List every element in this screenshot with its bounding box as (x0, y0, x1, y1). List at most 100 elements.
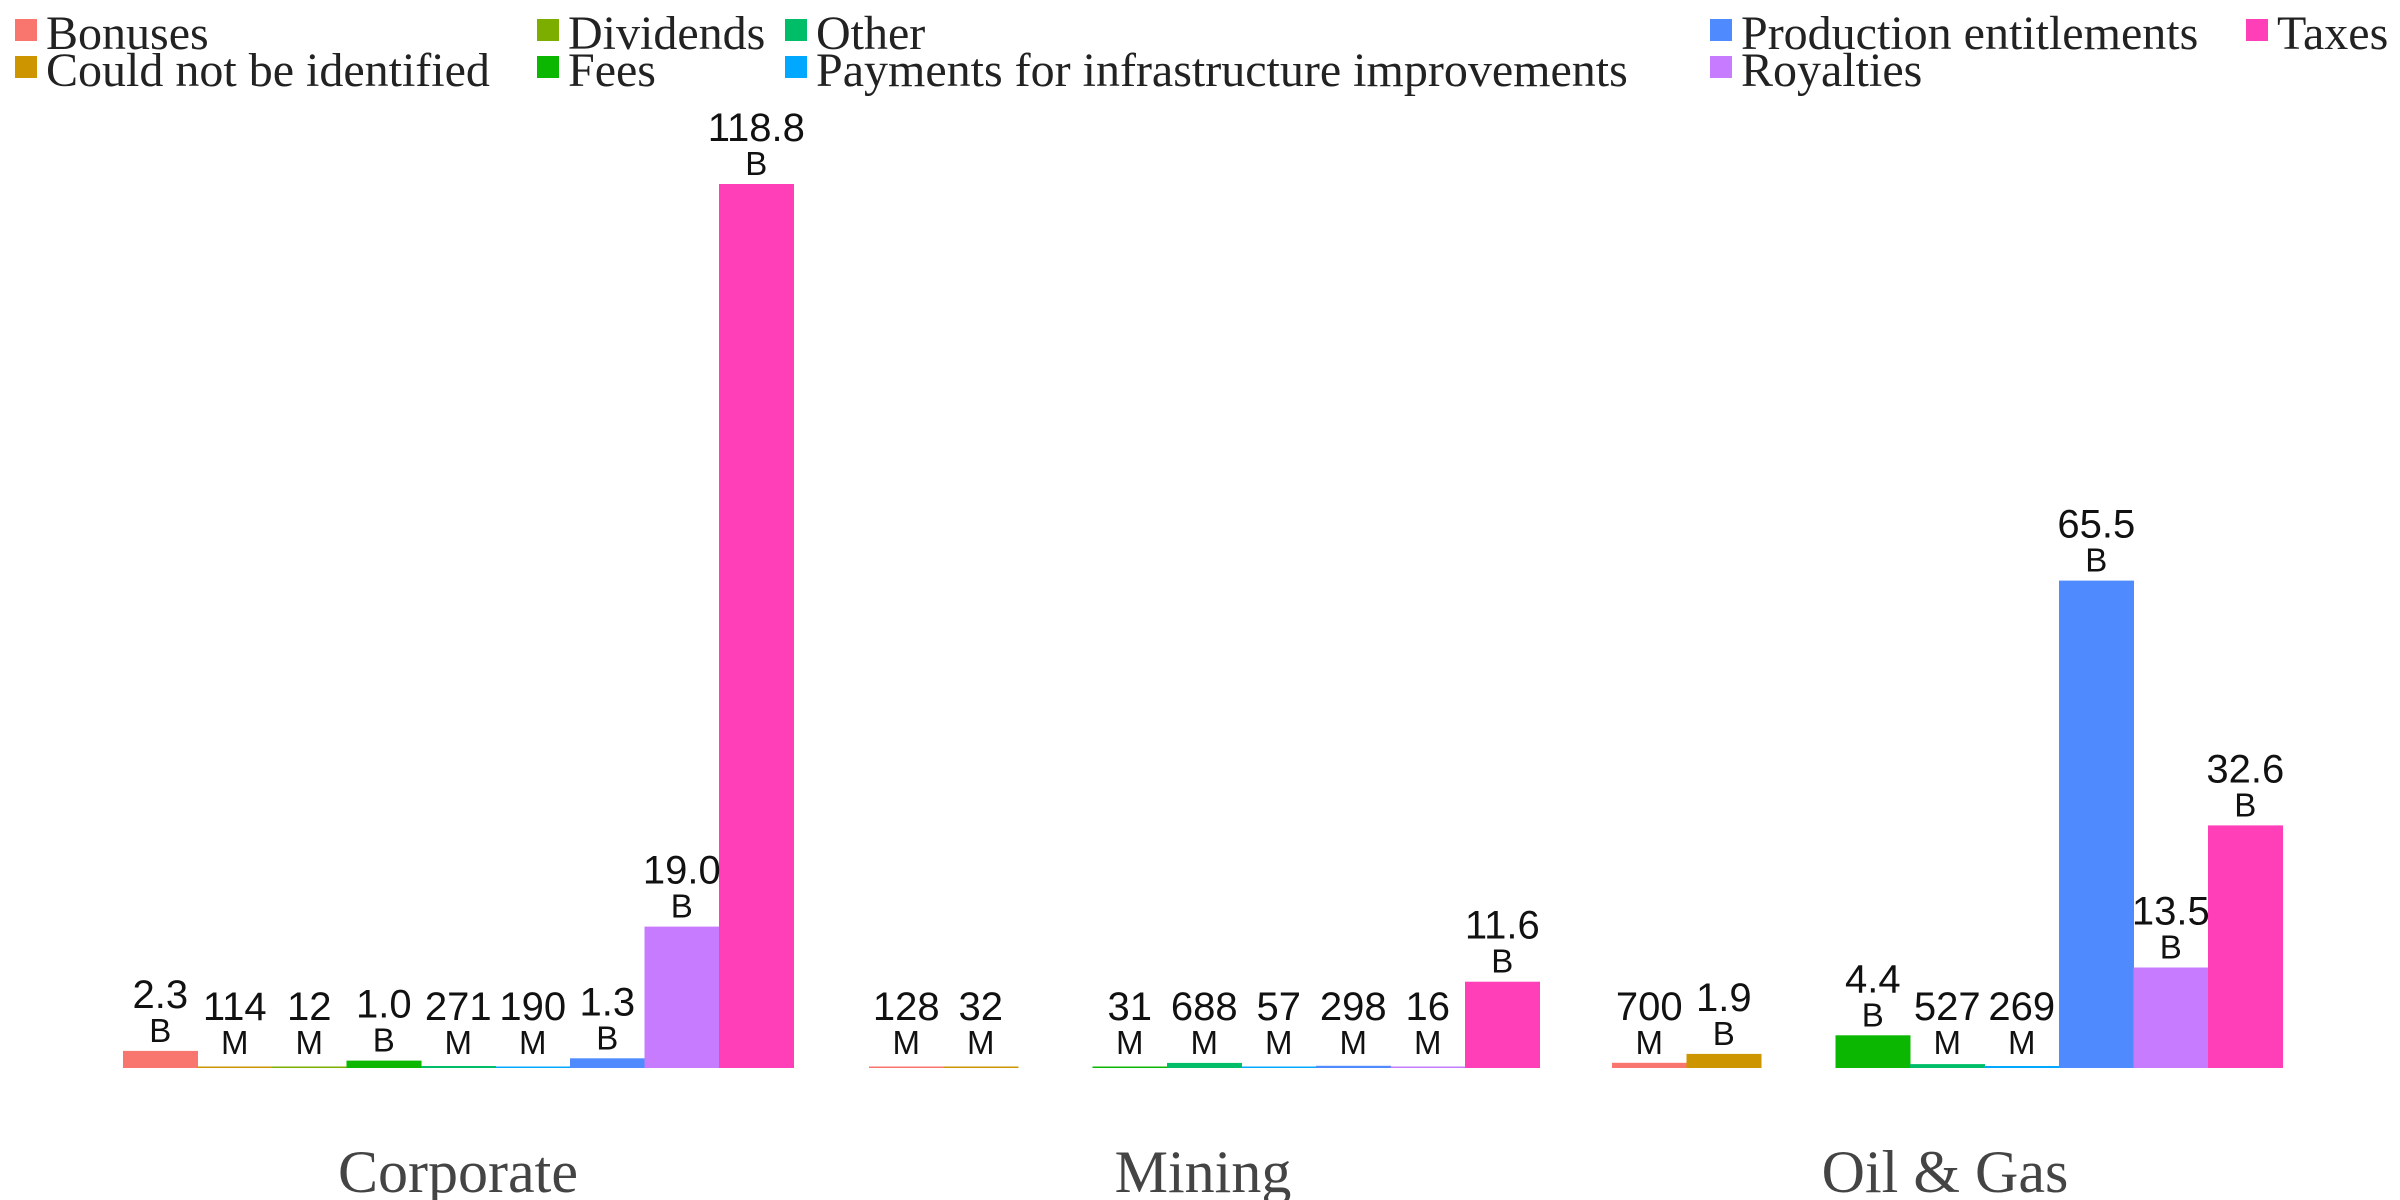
bar-corporate-payments-for-infrastructure-improvements (495, 1066, 571, 1068)
data-label-unit-corporate-production-entitlements: B (596, 1019, 618, 1056)
legend-item-production-entitlements: Production entitlements (1710, 7, 2198, 60)
legend-label-bonuses: Bonuses (46, 7, 209, 60)
data-label-corporate-bonuses: 2.3 (132, 973, 188, 1017)
data-label-corporate-royalties: 19.0 (643, 849, 721, 893)
bar-mining-could-not-be-identified (943, 1066, 1019, 1068)
data-label-unit-mining-could-not-be-identified: M (967, 1024, 995, 1061)
bar-oil-and-gas-bonuses (1612, 1062, 1687, 1068)
data-label-corporate-production-entitlements: 1.3 (579, 980, 635, 1024)
legend-item-could-not-be-identified: Could not be identified (15, 44, 490, 97)
data-label-unit-mining-royalties: M (1414, 1024, 1442, 1061)
data-label-unit-corporate-fees: B (373, 1022, 395, 1059)
category-axis: Corporate Mining Oil & Gas (338, 1139, 2068, 1200)
data-label-unit-corporate-taxes: B (745, 145, 767, 182)
bar-corporate-fees (346, 1060, 422, 1068)
data-label-unit-oil-and-gas-royalties: B (2160, 929, 2182, 966)
bars (123, 184, 2283, 1068)
data-label-unit-mining-production-entitlements: M (1340, 1024, 1368, 1061)
data-label-mining-taxes: 11.6 (1465, 904, 1540, 948)
bar-mining-royalties (1390, 1066, 1466, 1068)
data-label-unit-oil-and-gas-production-entitlements: B (2085, 542, 2107, 579)
bar-mining-production-entitlements (1316, 1065, 1391, 1068)
bar-mining-fees (1092, 1066, 1168, 1068)
data-label-unit-oil-and-gas-taxes: B (2234, 786, 2256, 823)
bar-corporate-could-not-be-identified (197, 1066, 273, 1068)
data-label-unit-oil-and-gas-other: M (1934, 1024, 1962, 1061)
legend-swatch-production-entitlements (1710, 19, 1732, 41)
data-label-unit-mining-payments-for-infrastructure-improvements: M (1265, 1024, 1293, 1061)
data-label-mining-other: 688 (1171, 985, 1238, 1029)
legend-label-royalties: Royalties (1741, 44, 1922, 97)
data-label-unit-corporate-royalties: B (671, 888, 693, 925)
bar-mining-bonuses (869, 1066, 944, 1068)
bar-oil-and-gas-payments-for-infrastructure-improvements (1984, 1066, 2060, 1068)
legend-item-other: Other (785, 7, 925, 60)
category-label-oil-and-gas: Oil & Gas (1822, 1139, 2069, 1200)
data-label-mining-royalties: 16 (1406, 985, 1451, 1029)
data-label-corporate-other: 271 (425, 985, 492, 1029)
data-label-unit-mining-fees: M (1116, 1024, 1144, 1061)
data-label-unit-corporate-dividends: M (296, 1024, 324, 1061)
legend-swatch-dividends (537, 19, 559, 41)
data-label-oil-and-gas-taxes: 32.6 (2206, 747, 2284, 791)
bar-oil-and-gas-other (1910, 1064, 1985, 1068)
bar-corporate-other (421, 1066, 496, 1068)
data-label-oil-and-gas-payments-for-infrastructure-improvements: 269 (1988, 985, 2055, 1029)
data-label-mining-fees: 31 (1108, 985, 1153, 1029)
data-label-oil-and-gas-production-entitlements: 65.5 (2057, 503, 2135, 547)
legend-swatch-payments-for-infrastructure-improvements (785, 56, 807, 78)
data-label-corporate-could-not-be-identified: 114 (203, 985, 267, 1029)
bar-oil-and-gas-production-entitlements (2059, 580, 2134, 1068)
bar-oil-and-gas-could-not-be-identified (1686, 1053, 1762, 1068)
data-label-unit-oil-and-gas-could-not-be-identified: B (1713, 1015, 1735, 1052)
legend-swatch-could-not-be-identified (15, 56, 37, 78)
legend-label-other: Other (816, 7, 925, 60)
legend-item-dividends: Dividends (537, 7, 765, 60)
data-label-unit-mining-taxes: B (1491, 943, 1513, 980)
data-label-unit-corporate-payments-for-infrastructure-improvements: M (519, 1024, 547, 1061)
data-label-unit-corporate-bonuses: B (149, 1012, 171, 1049)
bar-mining-payments-for-infrastructure-improvements (1241, 1066, 1317, 1068)
legend-swatch-other (785, 19, 807, 41)
data-label-unit-mining-other: M (1191, 1024, 1219, 1061)
bar-corporate-taxes (719, 184, 794, 1068)
legend-item-royalties: Royalties (1710, 44, 1922, 97)
data-label-corporate-fees: 1.0 (356, 983, 412, 1027)
legend-label-taxes: Taxes (2277, 7, 2388, 60)
data-label-mining-could-not-be-identified: 32 (959, 985, 1004, 1029)
bar-mining-other (1167, 1062, 1242, 1068)
data-label-oil-and-gas-could-not-be-identified: 1.9 (1696, 976, 1752, 1020)
bar-oil-and-gas-royalties (2133, 967, 2209, 1068)
data-label-corporate-payments-for-infrastructure-improvements: 190 (499, 985, 566, 1029)
data-label-oil-and-gas-fees: 4.4 (1845, 957, 1901, 1001)
data-label-unit-mining-bonuses: M (893, 1024, 921, 1061)
data-label-oil-and-gas-royalties: 13.5 (2132, 890, 2210, 934)
legend-label-production-entitlements: Production entitlements (1741, 7, 2198, 60)
legend-swatch-taxes (2246, 19, 2268, 41)
legend-label-fees: Fees (568, 44, 656, 97)
data-label-unit-corporate-could-not-be-identified: M (221, 1024, 249, 1061)
data-label-unit-oil-and-gas-fees: B (1862, 996, 1884, 1033)
legend-item-payments-for-infrastructure-improvements: Payments for infrastructure improvements (785, 44, 1628, 97)
data-label-corporate-dividends: 12 (287, 985, 332, 1029)
bar-corporate-dividends (272, 1066, 347, 1068)
category-label-mining: Mining (1115, 1139, 1292, 1200)
bar-corporate-production-entitlements (570, 1058, 645, 1068)
bar-oil-and-gas-fees (1835, 1035, 1911, 1068)
legend-item-bonuses: Bonuses (15, 7, 209, 60)
data-label-mining-bonuses: 128 (873, 985, 940, 1029)
bar-corporate-royalties (644, 926, 720, 1068)
data-label-oil-and-gas-bonuses: 700 (1616, 985, 1683, 1029)
legend-label-dividends: Dividends (568, 7, 765, 60)
data-label-corporate-taxes: 118.8 (708, 106, 805, 150)
bar-mining-taxes (1465, 981, 1540, 1068)
category-label-corporate: Corporate (338, 1139, 578, 1200)
legend-swatch-fees (537, 56, 559, 78)
bar-corporate-bonuses (123, 1050, 198, 1068)
legend-label-could-not-be-identified: Could not be identified (46, 44, 490, 97)
legend-label-payments-for-infrastructure-improvements: Payments for infrastructure improvements (816, 44, 1628, 97)
data-labels: 2.3B114M12M1.0B271M190M1.3B19.0B118.8B12… (132, 106, 2284, 1061)
data-label-unit-corporate-other: M (445, 1024, 473, 1061)
